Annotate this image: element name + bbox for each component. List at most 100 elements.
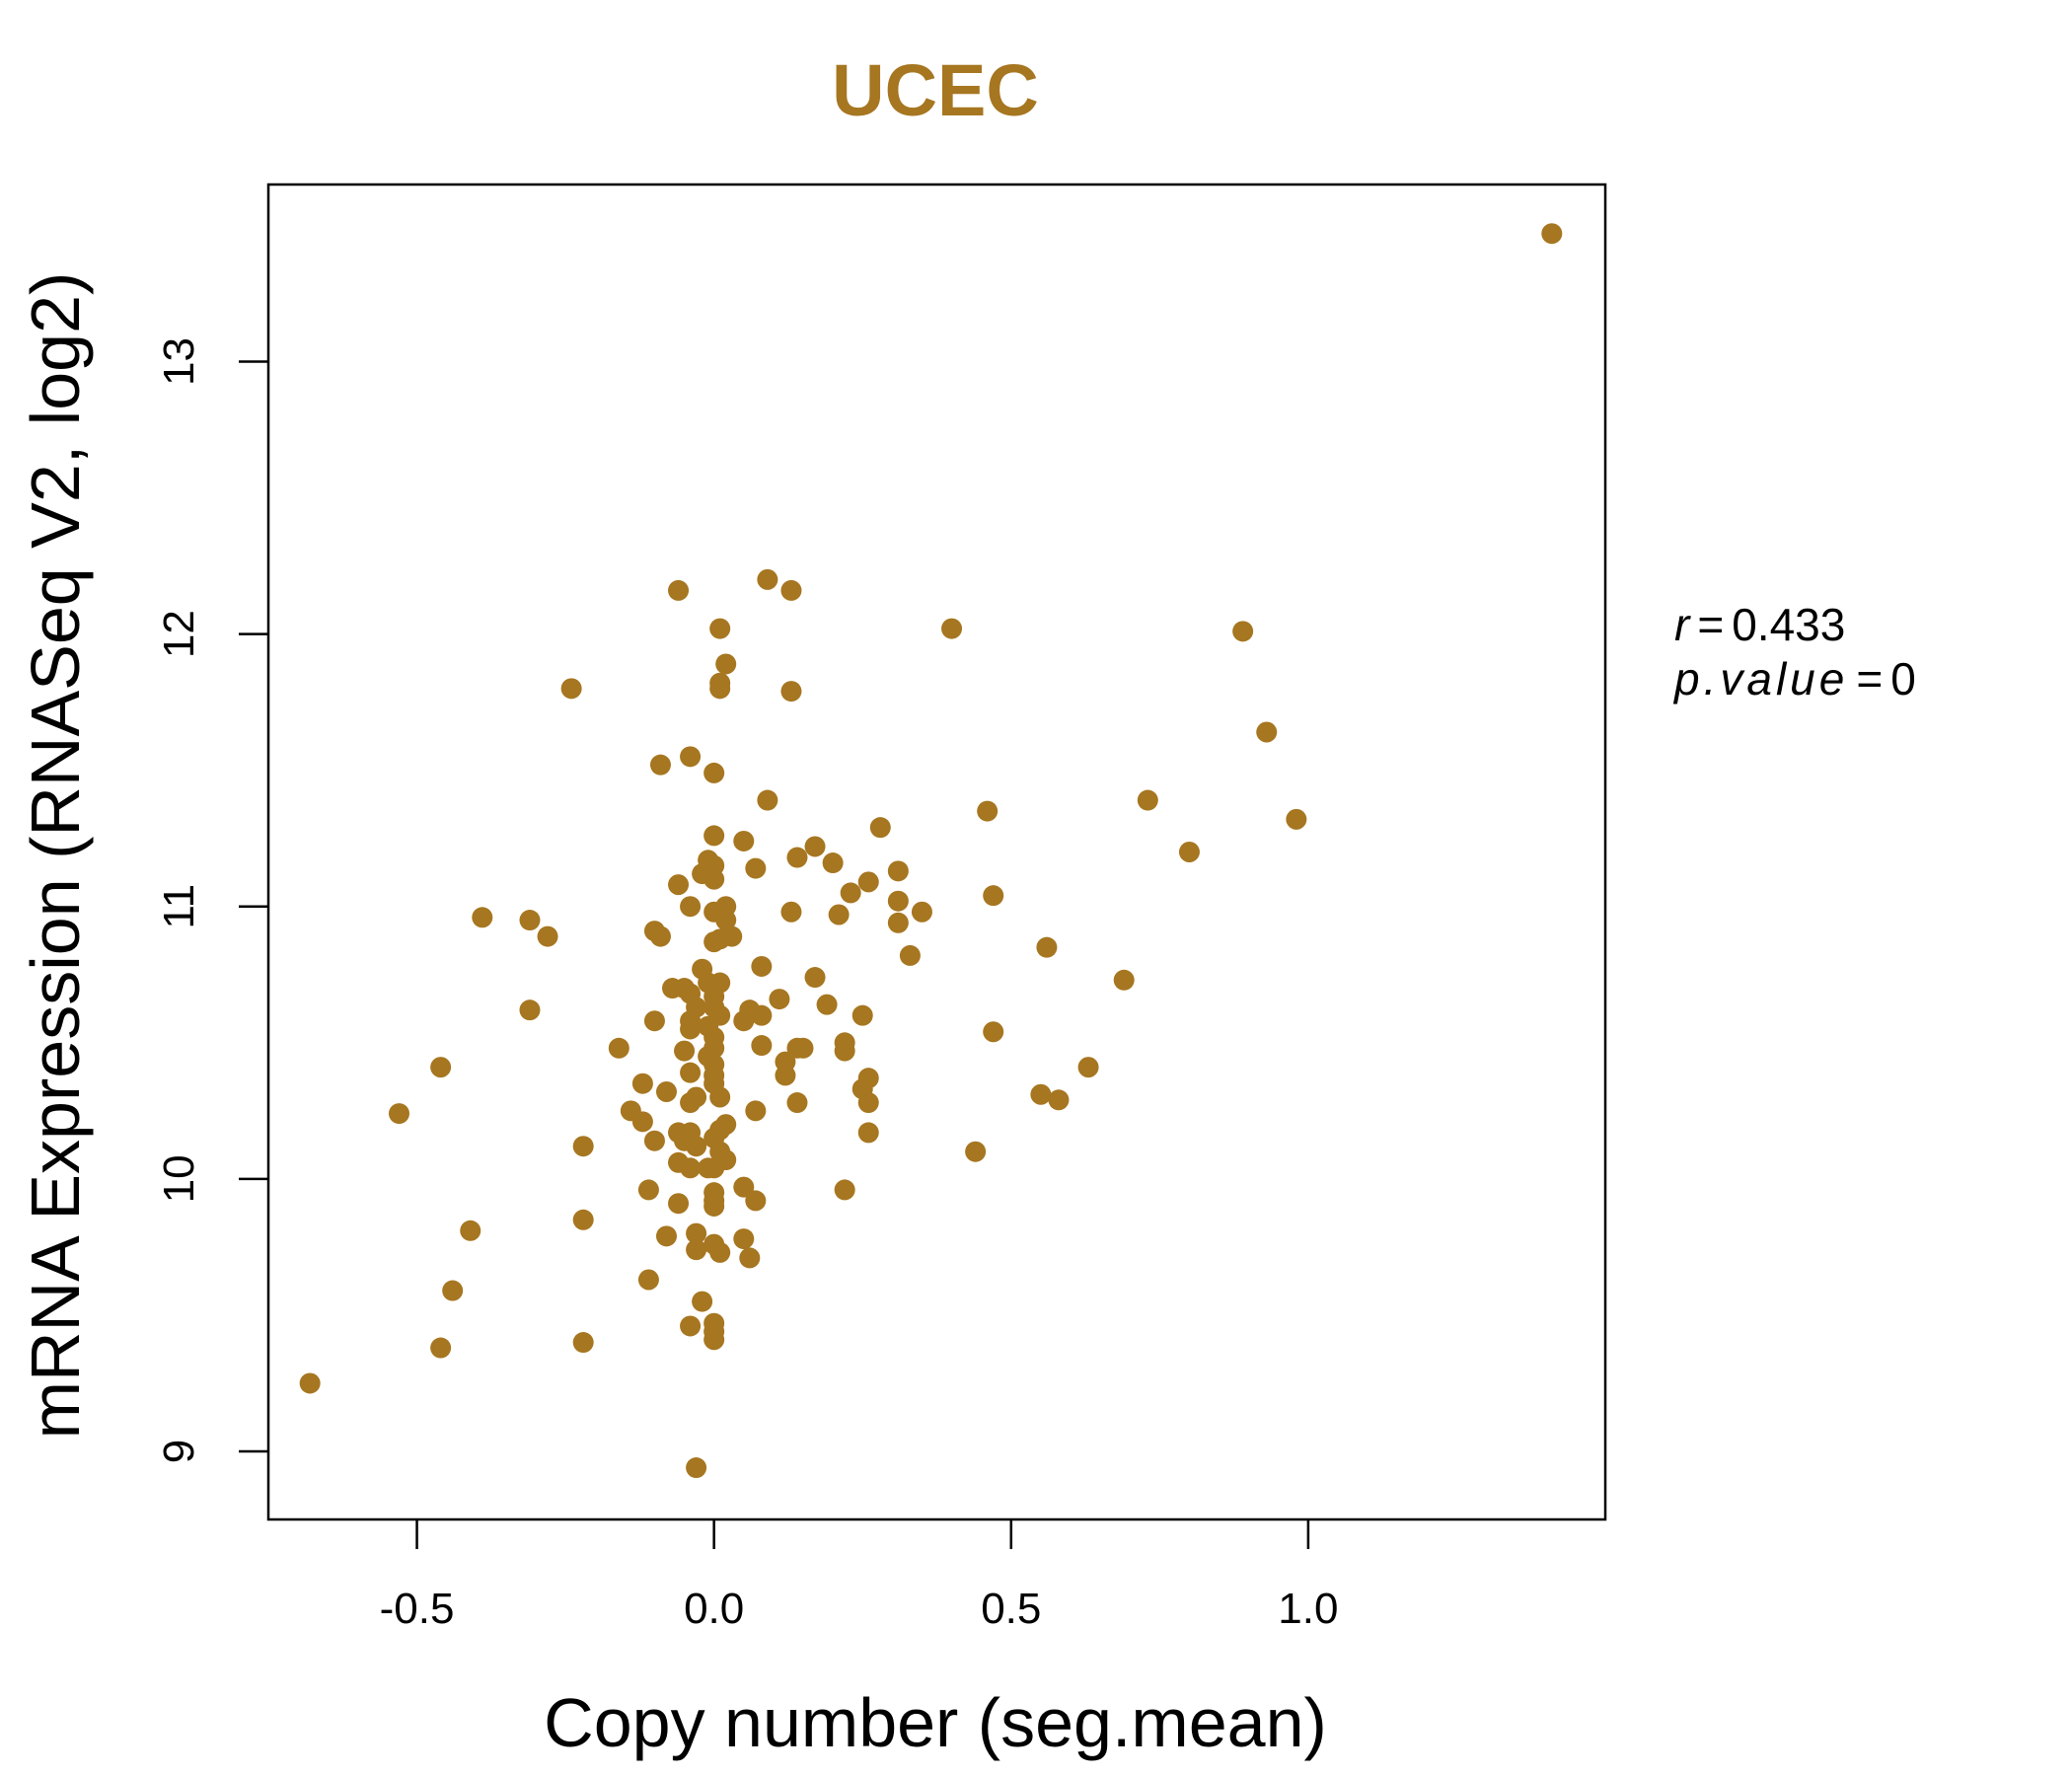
data-point bbox=[745, 1190, 767, 1212]
data-point bbox=[751, 955, 773, 977]
x-axis-label: Copy number (seg.mean) bbox=[544, 1684, 1327, 1761]
p-label: p.value bbox=[1672, 653, 1848, 704]
data-point bbox=[941, 618, 963, 639]
data-point bbox=[655, 1080, 677, 1102]
plot-frame bbox=[266, 183, 1607, 1521]
data-point bbox=[572, 1136, 594, 1157]
data-point bbox=[715, 653, 737, 675]
data-point bbox=[709, 1241, 731, 1263]
data-point bbox=[680, 1062, 702, 1083]
data-point bbox=[786, 1037, 808, 1059]
data-point bbox=[786, 1092, 808, 1114]
x-tick-label: 0.0 bbox=[684, 1585, 744, 1633]
data-point bbox=[775, 1065, 796, 1086]
chart-title: UCEC bbox=[832, 49, 1039, 131]
data-point bbox=[1286, 808, 1307, 830]
x-axis: -0.5 0.0 0.5 1.0 bbox=[380, 1519, 1338, 1633]
data-point bbox=[715, 910, 737, 931]
y-tick-label: 13 bbox=[155, 337, 203, 386]
x-tick-label: -0.5 bbox=[380, 1585, 455, 1633]
data-point bbox=[709, 618, 731, 639]
data-point bbox=[857, 1122, 879, 1144]
data-point bbox=[780, 901, 802, 923]
data-point bbox=[680, 1092, 702, 1114]
data-points bbox=[299, 223, 1563, 1479]
data-point bbox=[668, 1193, 690, 1215]
data-point bbox=[442, 1280, 464, 1301]
data-point bbox=[739, 1247, 761, 1269]
data-point bbox=[703, 931, 725, 953]
data-point bbox=[822, 852, 844, 874]
data-point bbox=[692, 863, 713, 885]
data-point bbox=[887, 860, 909, 882]
data-point bbox=[560, 678, 582, 700]
data-point bbox=[537, 925, 558, 947]
data-point bbox=[692, 1291, 713, 1312]
data-point bbox=[686, 1239, 707, 1261]
data-point bbox=[430, 1337, 452, 1359]
data-point bbox=[1541, 223, 1563, 245]
data-point bbox=[733, 1176, 755, 1198]
data-point bbox=[680, 896, 702, 918]
data-point bbox=[1030, 1083, 1052, 1105]
r-value: 0.433 bbox=[1732, 599, 1845, 650]
data-point bbox=[834, 1179, 855, 1201]
data-point bbox=[983, 885, 1004, 907]
data-point bbox=[828, 904, 850, 925]
data-point bbox=[299, 1372, 321, 1394]
data-point bbox=[786, 847, 808, 868]
data-point bbox=[631, 1111, 653, 1133]
data-point bbox=[857, 871, 879, 893]
data-point bbox=[1232, 621, 1254, 642]
data-point bbox=[572, 1332, 594, 1354]
data-point bbox=[977, 800, 999, 822]
data-point bbox=[709, 1086, 731, 1108]
data-point bbox=[869, 817, 891, 839]
data-point bbox=[745, 1100, 767, 1122]
data-point bbox=[460, 1220, 481, 1241]
data-point bbox=[834, 1040, 855, 1062]
data-point bbox=[1048, 1089, 1070, 1111]
data-point bbox=[1077, 1057, 1099, 1078]
data-point bbox=[680, 1157, 702, 1179]
data-point bbox=[703, 762, 725, 783]
data-point bbox=[637, 1269, 659, 1291]
data-point bbox=[698, 1157, 719, 1179]
data-point bbox=[709, 678, 731, 700]
correlation-stat: r = 0.433 bbox=[1674, 599, 1845, 650]
data-point bbox=[668, 579, 690, 601]
data-point bbox=[686, 1457, 707, 1479]
y-tick-label: 9 bbox=[155, 1440, 203, 1463]
data-point bbox=[840, 882, 861, 904]
data-point bbox=[899, 944, 921, 966]
data-point bbox=[686, 1136, 707, 1157]
data-point bbox=[733, 830, 755, 851]
data-point bbox=[680, 746, 702, 768]
data-point bbox=[745, 857, 767, 879]
y-axis: 9 10 11 12 13 bbox=[155, 337, 268, 1463]
data-point bbox=[674, 1040, 696, 1062]
data-point bbox=[703, 825, 725, 847]
data-point bbox=[757, 568, 778, 590]
data-point bbox=[851, 1004, 873, 1026]
data-point bbox=[649, 925, 671, 947]
data-point bbox=[804, 967, 826, 989]
data-point bbox=[1137, 789, 1158, 811]
data-point bbox=[780, 681, 802, 703]
p-value: 0 bbox=[1890, 653, 1916, 704]
data-point bbox=[757, 789, 778, 811]
x-tick-label: 0.5 bbox=[981, 1585, 1041, 1633]
data-point bbox=[643, 1010, 665, 1032]
data-point bbox=[804, 836, 826, 857]
data-point bbox=[751, 1035, 773, 1057]
data-point bbox=[519, 910, 541, 931]
data-point bbox=[680, 1018, 702, 1040]
data-point bbox=[680, 1315, 702, 1337]
y-tick-label: 12 bbox=[155, 610, 203, 658]
data-point bbox=[472, 907, 493, 928]
y-tick-label: 11 bbox=[155, 884, 203, 929]
data-point bbox=[649, 754, 671, 776]
data-point bbox=[1036, 936, 1058, 958]
data-point bbox=[519, 999, 541, 1021]
data-point bbox=[1113, 969, 1135, 991]
